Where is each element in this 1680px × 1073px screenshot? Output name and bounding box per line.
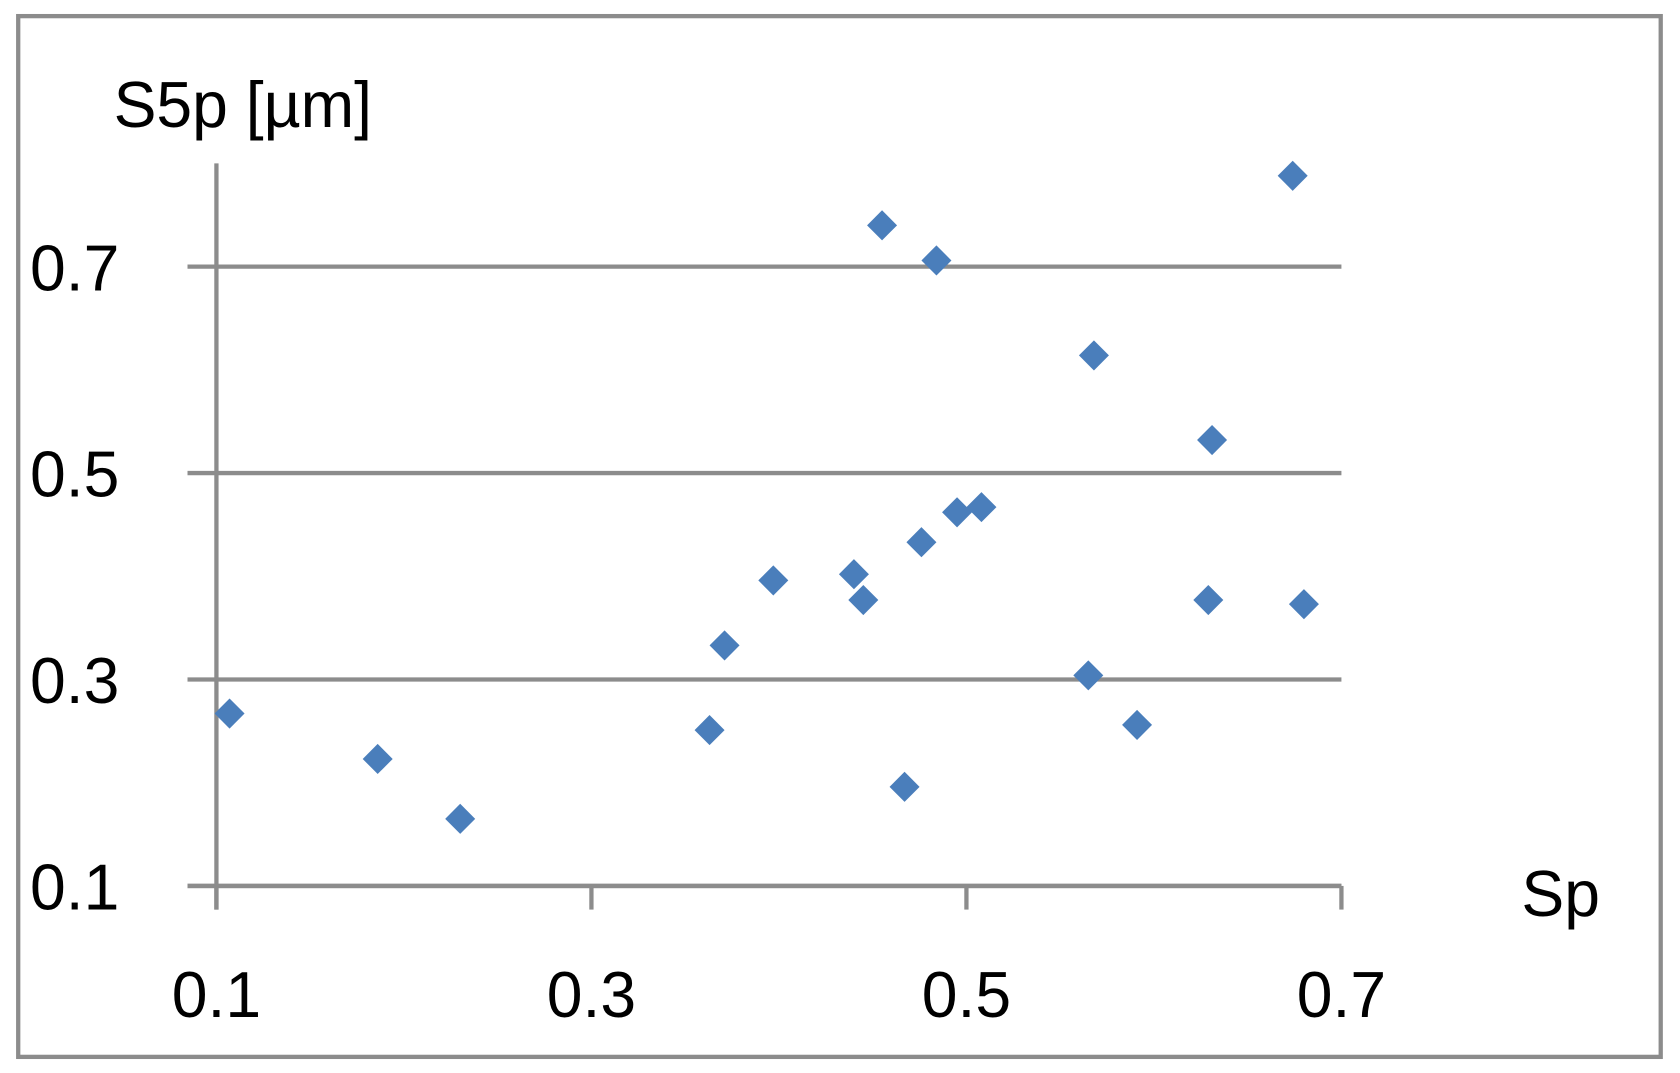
x-tick-label: 0.3 — [547, 959, 636, 1031]
point — [758, 565, 789, 596]
point — [1122, 709, 1153, 740]
frame — [16, 13, 1663, 1060]
point — [838, 559, 869, 590]
x-axis-label: Sp — [1521, 858, 1600, 930]
point — [1193, 584, 1224, 616]
point — [942, 497, 973, 528]
point — [709, 630, 740, 661]
point — [1277, 160, 1308, 191]
point — [694, 715, 725, 746]
point — [848, 584, 879, 616]
point — [966, 492, 997, 523]
point — [867, 210, 898, 241]
point — [1197, 424, 1228, 456]
y-tick-label: 0.5 — [30, 439, 119, 511]
point — [1078, 340, 1109, 371]
x-tick-label: 0.1 — [172, 959, 261, 1031]
point — [906, 527, 937, 558]
point — [445, 803, 476, 834]
y-tick-label: 0.1 — [30, 851, 119, 923]
point — [889, 771, 920, 802]
point — [362, 743, 393, 775]
x-tick-label: 0.5 — [922, 959, 1011, 1031]
x-tick-label: 0.7 — [1297, 959, 1386, 1031]
y-axis-label: S5p [µm] — [114, 69, 372, 141]
y-tick-label: 0.3 — [30, 645, 119, 717]
point — [1073, 660, 1104, 691]
point — [1288, 589, 1319, 620]
y-tick-label: 0.7 — [30, 232, 119, 304]
point — [214, 698, 245, 729]
